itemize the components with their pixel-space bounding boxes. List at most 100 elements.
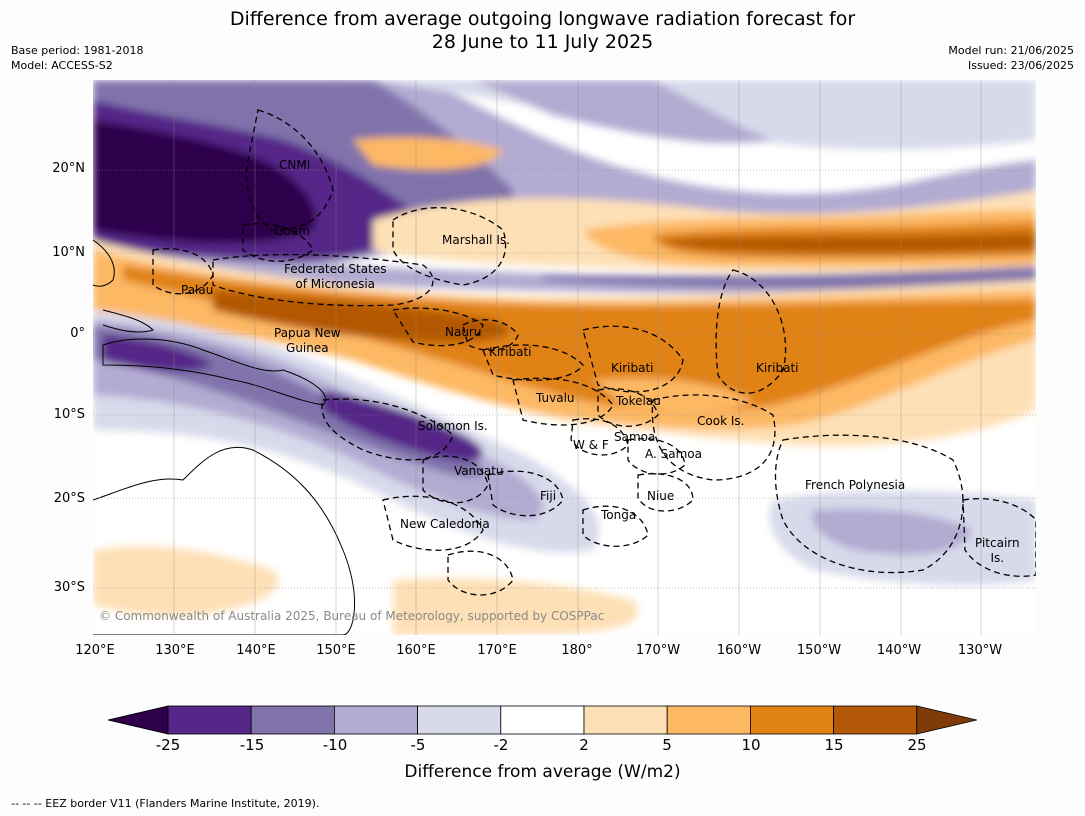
base-period-text: Base period: 1981-2018 <box>11 44 144 57</box>
eez-french-polynesia <box>774 434 964 574</box>
lat-label-0: 0° <box>70 326 85 341</box>
label-png-line2: Guinea <box>286 341 329 355</box>
label-cook: Cook Is. <box>697 414 745 428</box>
label-fsm-line2: of Micronesia <box>295 277 376 291</box>
lon-label-160w: 160°W <box>716 643 762 658</box>
label-french-polynesia: French Polynesia <box>805 478 906 492</box>
meta-left: Base period: 1981-2018 Model: ACCESS-S2 <box>11 43 143 73</box>
cb-tick-label: 10 <box>741 736 761 754</box>
colorbar-segment <box>750 705 835 735</box>
eez-kiribati-w <box>482 344 584 381</box>
lon-label-150e: 150°E <box>316 643 356 658</box>
lat-label-20s: 20°S <box>53 491 85 506</box>
lon-label-130w: 130°W <box>957 643 1003 658</box>
lon-label-130e: 130°E <box>155 643 195 658</box>
neg-southeast-inner <box>812 508 973 555</box>
cb-tick-label: -2 <box>493 736 509 754</box>
label-niue: Niue <box>647 489 675 503</box>
cb-tick-label: -5 <box>410 736 426 754</box>
label-pitcairn-line1: Pitcairn <box>975 536 1020 550</box>
anomaly-shading <box>93 80 1036 635</box>
colorbar-segment <box>333 705 418 735</box>
title-line-1: Difference from average outgoing longwav… <box>229 8 856 30</box>
eez-kiribati-e <box>715 269 787 394</box>
label-pitcairn: Pitcairn Is. <box>975 536 1020 566</box>
label-samoa: Samoa <box>614 430 656 444</box>
label-cnmi: CNMI <box>279 158 311 172</box>
label-fsm-line1: Federated States <box>284 262 387 276</box>
model-text: Model: ACCESS-S2 <box>11 59 113 72</box>
lat-label-10n: 10°N <box>52 245 85 260</box>
label-vanuatu: Vanuatu <box>454 464 504 478</box>
eez-nauru <box>462 319 519 351</box>
eez-png-east <box>391 307 484 347</box>
lon-label-120e: 120°E <box>75 643 115 658</box>
meridians <box>173 80 982 635</box>
philippines-outline <box>93 239 115 287</box>
lon-label-180: 180° <box>561 643 593 658</box>
eez-solomon <box>321 398 454 461</box>
cb-tick-label: -25 <box>155 736 181 754</box>
colorbar-segment <box>167 705 252 735</box>
cb-tick-label: 15 <box>824 736 844 754</box>
pos-south-central <box>393 578 638 635</box>
eez-pitcairn <box>962 498 1036 577</box>
label-new-caledonia: New Caledonia <box>400 517 490 531</box>
label-nauru: Nauru <box>445 325 482 339</box>
label-marshall: Marshall Is. <box>442 233 510 247</box>
australia-outline <box>93 446 355 635</box>
colorbar-segment <box>583 705 668 735</box>
pos-patch-north <box>353 137 503 170</box>
colorbar <box>107 705 977 735</box>
new-guinea-outline <box>102 338 326 406</box>
colorbar-segment <box>500 705 585 735</box>
neg-core-north <box>93 120 316 244</box>
lon-label-140w: 140°W <box>876 643 922 658</box>
map-svg <box>93 80 1036 635</box>
label-asamoa: A. Samoa <box>645 447 702 461</box>
eez-marshall <box>392 207 507 286</box>
lon-label-150w: 150°W <box>796 643 842 658</box>
anomaly-map <box>93 80 1036 635</box>
meta-right: Model run: 21/06/2025 Issued: 23/06/2025 <box>948 43 1074 73</box>
lon-label-160e: 160°E <box>396 643 436 658</box>
eez-cook <box>651 394 776 481</box>
neg-north-patch <box>473 80 773 144</box>
label-png-line1: Papua New <box>274 326 341 340</box>
eez-footnote: -- -- -- EEZ border V11 (Flanders Marine… <box>11 797 320 810</box>
lat-label-30s: 30°S <box>53 580 85 595</box>
pos-south-west <box>93 546 279 616</box>
label-kiribati-west: Kiribati <box>489 345 532 359</box>
eez-tokelau <box>597 388 659 427</box>
eez-tonga <box>582 505 649 547</box>
colorbar-segment <box>833 705 918 735</box>
copyright-text: © Commonwealth of Australia 2025, Bureau… <box>99 609 605 623</box>
label-tuvalu: Tuvalu <box>536 391 575 405</box>
cb-tick-label: 25 <box>907 736 927 754</box>
eez-kiribati-c <box>582 325 684 393</box>
lon-label-170w: 170°W <box>635 643 681 658</box>
colorbar-segment <box>417 705 502 735</box>
label-palau: Palau <box>181 283 214 297</box>
cb-tick-label: -10 <box>322 736 348 754</box>
lat-label-10s: 10°S <box>53 407 85 422</box>
issued-text: Issued: 23/06/2025 <box>967 59 1074 72</box>
eez-samoa <box>627 438 686 475</box>
label-tokelau: Tokelau <box>616 394 661 408</box>
lon-label-170e: 170°E <box>477 643 517 658</box>
neg-core-west <box>103 335 213 372</box>
title-line-2: 28 June to 11 July 2025 <box>431 31 654 53</box>
colorbar-segment <box>250 705 335 735</box>
eez-cnmi <box>246 109 334 231</box>
cb-tick-label: -15 <box>239 736 265 754</box>
colorbar-segments <box>107 705 977 735</box>
eez-borders <box>152 109 1036 596</box>
pos-band-north-core <box>663 233 1036 253</box>
label-fsm: Federated States of Micronesia <box>284 262 386 292</box>
eez-wf <box>570 418 629 456</box>
neg-strip-5n-inner <box>543 268 1036 289</box>
label-wf: W & F <box>573 438 609 452</box>
eez-fiji <box>487 470 564 517</box>
colorbar-segment <box>666 705 751 735</box>
colorbar-under-triangle <box>107 705 169 735</box>
